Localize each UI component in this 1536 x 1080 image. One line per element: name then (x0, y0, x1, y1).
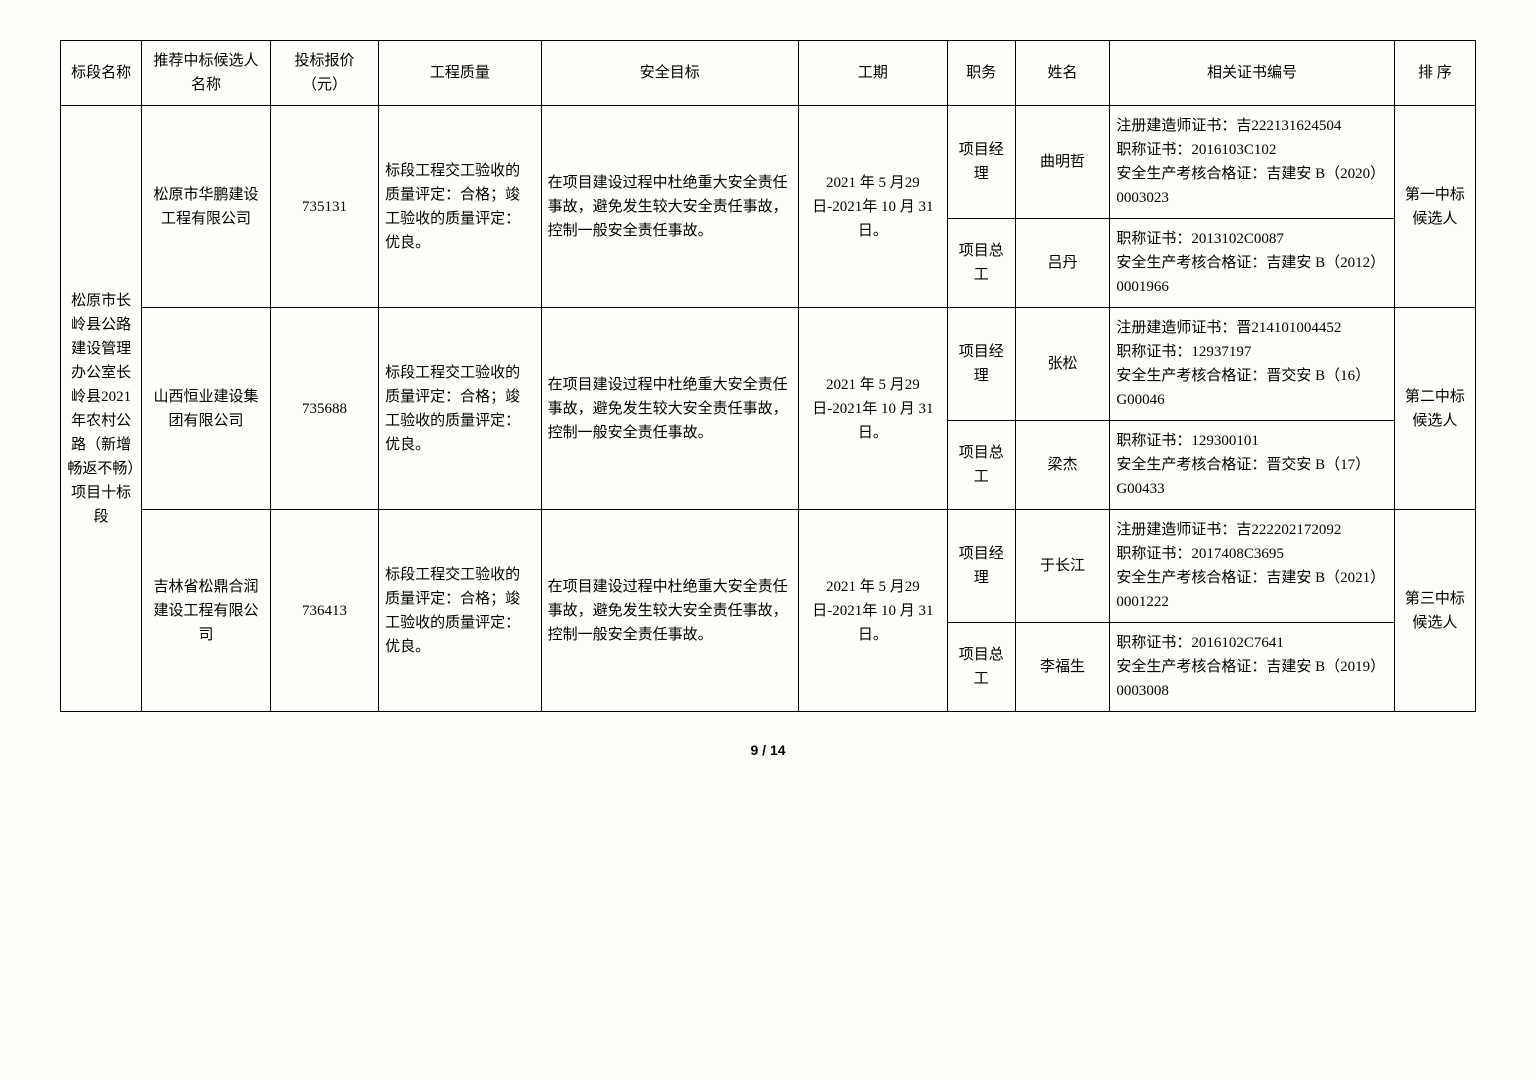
cert-cell: 注册建造师证书：吉222202172092职称证书：2017408C3695安全… (1110, 510, 1394, 623)
period-cell: 2021 年 5 月29 日-2021年 10 月 31日。 (798, 106, 947, 308)
cert-cell: 职称证书：2013102C0087安全生产考核合格证：吉建安 B（2012）00… (1110, 219, 1394, 308)
period-cell: 2021 年 5 月29 日-2021年 10 月 31日。 (798, 510, 947, 712)
page-number: 9 / 14 (60, 742, 1476, 758)
quality-cell: 标段工程交工验收的质量评定：合格；竣工验收的质量评定：优良。 (379, 510, 541, 712)
bidder-name: 松原市华鹏建设工程有限公司 (142, 106, 271, 308)
safety-cell: 在项目建设过程中杜绝重大安全责任事故，避免发生较大安全责任事故，控制一般安全责任… (541, 106, 798, 308)
bid-price: 736413 (270, 510, 378, 712)
role-cell: 项目总工 (947, 421, 1015, 510)
section-cell: 松原市长岭县公路建设管理办公室长岭县2021 年农村公路（新增畅返不畅）项目十标… (61, 106, 142, 712)
table-row: 吉林省松鼎合润建设工程有限公司 736413 标段工程交工验收的质量评定：合格；… (61, 510, 1476, 623)
period-cell: 2021 年 5 月29 日-2021年 10 月 31日。 (798, 308, 947, 510)
bidder-name: 吉林省松鼎合润建设工程有限公司 (142, 510, 271, 712)
name-cell: 吕丹 (1015, 219, 1110, 308)
h-price: 投标报价（元） (270, 41, 378, 106)
table-row: 松原市长岭县公路建设管理办公室长岭县2021 年农村公路（新增畅返不畅）项目十标… (61, 106, 1476, 219)
h-quality: 工程质量 (379, 41, 541, 106)
rank-cell: 第三中标候选人 (1394, 510, 1475, 712)
h-role: 职务 (947, 41, 1015, 106)
role-cell: 项目经理 (947, 510, 1015, 623)
bidder-name: 山西恒业建设集团有限公司 (142, 308, 271, 510)
bid-price: 735131 (270, 106, 378, 308)
quality-cell: 标段工程交工验收的质量评定：合格；竣工验收的质量评定：优良。 (379, 106, 541, 308)
role-cell: 项目经理 (947, 308, 1015, 421)
cert-cell: 注册建造师证书：晋214101004452职称证书：12937197安全生产考核… (1110, 308, 1394, 421)
h-period: 工期 (798, 41, 947, 106)
role-cell: 项目总工 (947, 219, 1015, 308)
cert-cell: 注册建造师证书：吉222131624504职称证书：2016103C102安全生… (1110, 106, 1394, 219)
h-name: 姓名 (1015, 41, 1110, 106)
header-row: 标段名称 推荐中标候选人名称 投标报价（元） 工程质量 安全目标 工期 职务 姓… (61, 41, 1476, 106)
name-cell: 于长江 (1015, 510, 1110, 623)
h-bidder: 推荐中标候选人名称 (142, 41, 271, 106)
name-cell: 李福生 (1015, 623, 1110, 712)
h-rank: 排 序 (1394, 41, 1475, 106)
table-row: 山西恒业建设集团有限公司 735688 标段工程交工验收的质量评定：合格；竣工验… (61, 308, 1476, 421)
bid-table: 标段名称 推荐中标候选人名称 投标报价（元） 工程质量 安全目标 工期 职务 姓… (60, 40, 1476, 712)
rank-cell: 第一中标候选人 (1394, 106, 1475, 308)
bid-price: 735688 (270, 308, 378, 510)
h-cert: 相关证书编号 (1110, 41, 1394, 106)
cert-cell: 职称证书：2016102C7641安全生产考核合格证：吉建安 B（2019）00… (1110, 623, 1394, 712)
role-cell: 项目经理 (947, 106, 1015, 219)
safety-cell: 在项目建设过程中杜绝重大安全责任事故，避免发生较大安全责任事故，控制一般安全责任… (541, 510, 798, 712)
h-section: 标段名称 (61, 41, 142, 106)
name-cell: 张松 (1015, 308, 1110, 421)
rank-cell: 第二中标候选人 (1394, 308, 1475, 510)
safety-cell: 在项目建设过程中杜绝重大安全责任事故，避免发生较大安全责任事故，控制一般安全责任… (541, 308, 798, 510)
quality-cell: 标段工程交工验收的质量评定：合格；竣工验收的质量评定：优良。 (379, 308, 541, 510)
role-cell: 项目总工 (947, 623, 1015, 712)
name-cell: 梁杰 (1015, 421, 1110, 510)
name-cell: 曲明哲 (1015, 106, 1110, 219)
h-safety: 安全目标 (541, 41, 798, 106)
cert-cell: 职称证书：129300101安全生产考核合格证：晋交安 B（17）G00433 (1110, 421, 1394, 510)
